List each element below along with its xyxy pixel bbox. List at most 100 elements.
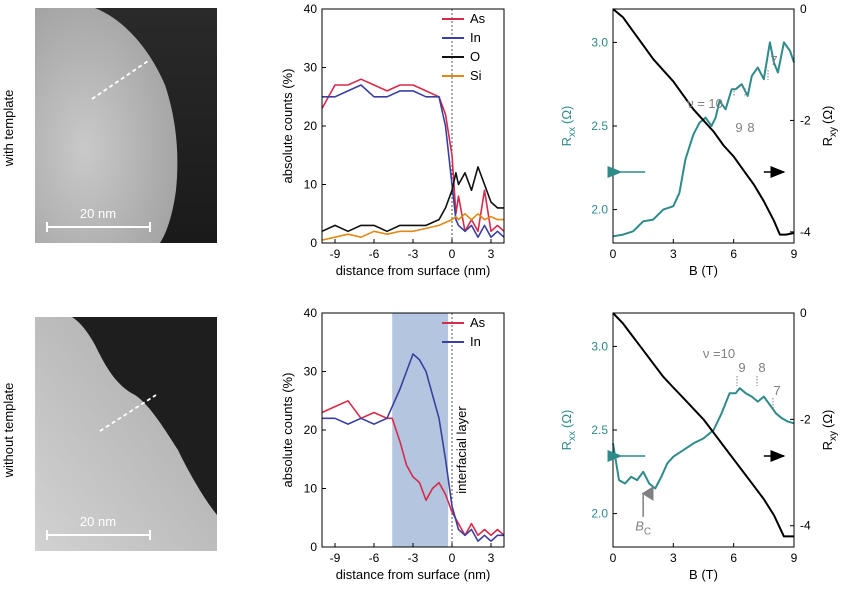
x-tick-label: -9 bbox=[330, 551, 341, 565]
y-left-tick-label: 3.0 bbox=[591, 35, 608, 49]
series-line-O bbox=[321, 166, 504, 233]
x-tick-label: 3 bbox=[488, 551, 495, 565]
series-line-As bbox=[321, 399, 505, 537]
x-tick-label: 0 bbox=[610, 247, 617, 261]
y-right-axis-unit: (Ω) bbox=[820, 106, 835, 124]
x-tick-label: -9 bbox=[330, 247, 341, 261]
x-tick-label: -6 bbox=[369, 551, 380, 565]
x-axis-title: distance from surface (nm) bbox=[336, 263, 491, 278]
x-tick-label: -3 bbox=[408, 551, 419, 565]
y-right-tick-label: -4 bbox=[800, 519, 811, 533]
stem-image-top: 20 nm bbox=[35, 8, 217, 243]
y-right-axis-symbol: R bbox=[820, 137, 835, 146]
y-tick-label: 20 bbox=[304, 119, 318, 133]
y-left-tick-label: 2.0 bbox=[591, 203, 608, 217]
y-axis-title: absolute counts (%) bbox=[280, 69, 295, 184]
series-line-Rxx bbox=[612, 387, 795, 490]
scalebar-top: 20 nm bbox=[46, 206, 151, 232]
chart-magneto-top: 0 3 6 9 2.0 2.5 3.0 -4 -2 0 B (T) Rxx (Ω) Rxy (Ω) ν = 1… bbox=[559, 2, 839, 278]
x-axis-title: B (T) bbox=[689, 567, 718, 582]
x-tick-label: 3 bbox=[670, 551, 677, 565]
y-right-axis-title: Rxy (Ω) bbox=[820, 410, 839, 451]
y-left-axis-title: Rxx (Ω) bbox=[559, 106, 578, 147]
x-tick-label: 3 bbox=[670, 247, 677, 261]
y-left-tick-label: 2.5 bbox=[591, 423, 608, 437]
legend-label-Si: Si bbox=[470, 68, 482, 83]
series-line-As bbox=[321, 78, 505, 233]
y-right-tick-label: -4 bbox=[800, 225, 811, 239]
filling-factor-9: 9 bbox=[735, 120, 742, 135]
y-right-axis-symbol: R bbox=[820, 441, 835, 450]
interfacial-label: interfacial layer bbox=[454, 406, 469, 494]
series-line-In bbox=[322, 353, 504, 542]
x-axis-title: distance from surface (nm) bbox=[336, 567, 491, 582]
series-line-Si bbox=[321, 213, 504, 241]
series-line-Rxy bbox=[612, 8, 795, 236]
x-tick-label: 3 bbox=[488, 247, 495, 261]
y-tick-label: 40 bbox=[304, 2, 318, 16]
legend-label-In: In bbox=[470, 30, 481, 45]
y-right-axis-unit: (Ω) bbox=[820, 410, 835, 428]
y-tick-label: 20 bbox=[304, 423, 318, 437]
y-tick-label: 40 bbox=[304, 306, 318, 320]
row-label-bottom: without template bbox=[1, 383, 16, 479]
chart-magneto-bottom: 0 3 6 9 2.0 2.5 3.0 -4 -2 0 B (T) Rxx (Ω) Rxy (Ω) ν =10… bbox=[559, 306, 839, 582]
y-right-tick-label: -2 bbox=[800, 412, 811, 426]
scalebar-label-top: 20 nm bbox=[80, 206, 116, 221]
x-tick-label: 6 bbox=[730, 551, 737, 565]
y-tick-label: 0 bbox=[310, 236, 317, 250]
x-tick-label: 0 bbox=[449, 551, 456, 565]
filling-factor-7: 7 bbox=[773, 383, 780, 398]
y-left-axis-symbol: R bbox=[559, 441, 574, 450]
stem-image-bottom: 20 nm bbox=[35, 317, 217, 551]
x-tick-label: -3 bbox=[408, 247, 419, 261]
bc-subscript: C bbox=[644, 526, 651, 537]
line-scan-marker-top bbox=[91, 60, 149, 100]
y-tick-label: 30 bbox=[304, 61, 318, 75]
legend-label-O: O bbox=[470, 49, 480, 64]
y-right-axis-title: Rxy (Ω) bbox=[820, 106, 839, 147]
y-tick-label: 10 bbox=[304, 178, 318, 192]
legend-label-As: As bbox=[470, 315, 486, 330]
x-axis-title: B (T) bbox=[689, 263, 718, 278]
y-left-axis-subscript: xx bbox=[567, 431, 578, 441]
scalebar-label-bottom: 20 nm bbox=[80, 514, 116, 529]
y-right-tick-label: 0 bbox=[800, 2, 807, 16]
y-left-tick-label: 2.5 bbox=[591, 119, 608, 133]
y-left-axis-title: Rxx (Ω) bbox=[559, 410, 578, 451]
scalebar-bottom: 20 nm bbox=[46, 514, 151, 540]
filling-factor-8: 8 bbox=[747, 120, 754, 135]
y-tick-label: 0 bbox=[310, 540, 317, 554]
y-left-axis-unit: (Ω) bbox=[559, 106, 574, 124]
filling-factor-8: 8 bbox=[758, 360, 765, 375]
filling-factor-label: ν = 10 bbox=[687, 96, 723, 111]
y-axis-title: absolute counts (%) bbox=[280, 373, 295, 488]
series-line-In bbox=[322, 84, 505, 238]
legend-label-In: In bbox=[470, 334, 481, 349]
filling-factor-7: 7 bbox=[770, 53, 777, 68]
filling-factor-9: 9 bbox=[738, 360, 745, 375]
filling-factor-label: ν =10 bbox=[703, 346, 735, 361]
x-tick-label: 9 bbox=[791, 551, 798, 565]
series-line-Rxx bbox=[612, 41, 795, 238]
y-right-tick-label: 0 bbox=[800, 306, 807, 320]
x-tick-label: 9 bbox=[791, 247, 798, 261]
y-tick-label: 10 bbox=[304, 482, 318, 496]
y-tick-label: 30 bbox=[304, 365, 318, 379]
y-left-tick-label: 2.0 bbox=[591, 507, 608, 521]
interfacial-region bbox=[392, 313, 449, 547]
y-left-tick-label: 3.0 bbox=[591, 339, 608, 353]
row-label-top: with template bbox=[1, 90, 16, 168]
y-left-axis-subscript: xx bbox=[567, 127, 578, 137]
legend-label-As: As bbox=[470, 11, 486, 26]
y-right-axis-subscript: xy bbox=[828, 431, 839, 441]
x-tick-label: 0 bbox=[449, 247, 456, 261]
bc-symbol: B bbox=[635, 518, 644, 533]
x-tick-label: -6 bbox=[369, 247, 380, 261]
x-tick-label: 0 bbox=[610, 551, 617, 565]
series-line-Rxy bbox=[612, 312, 794, 538]
x-tick-label: 6 bbox=[730, 247, 737, 261]
